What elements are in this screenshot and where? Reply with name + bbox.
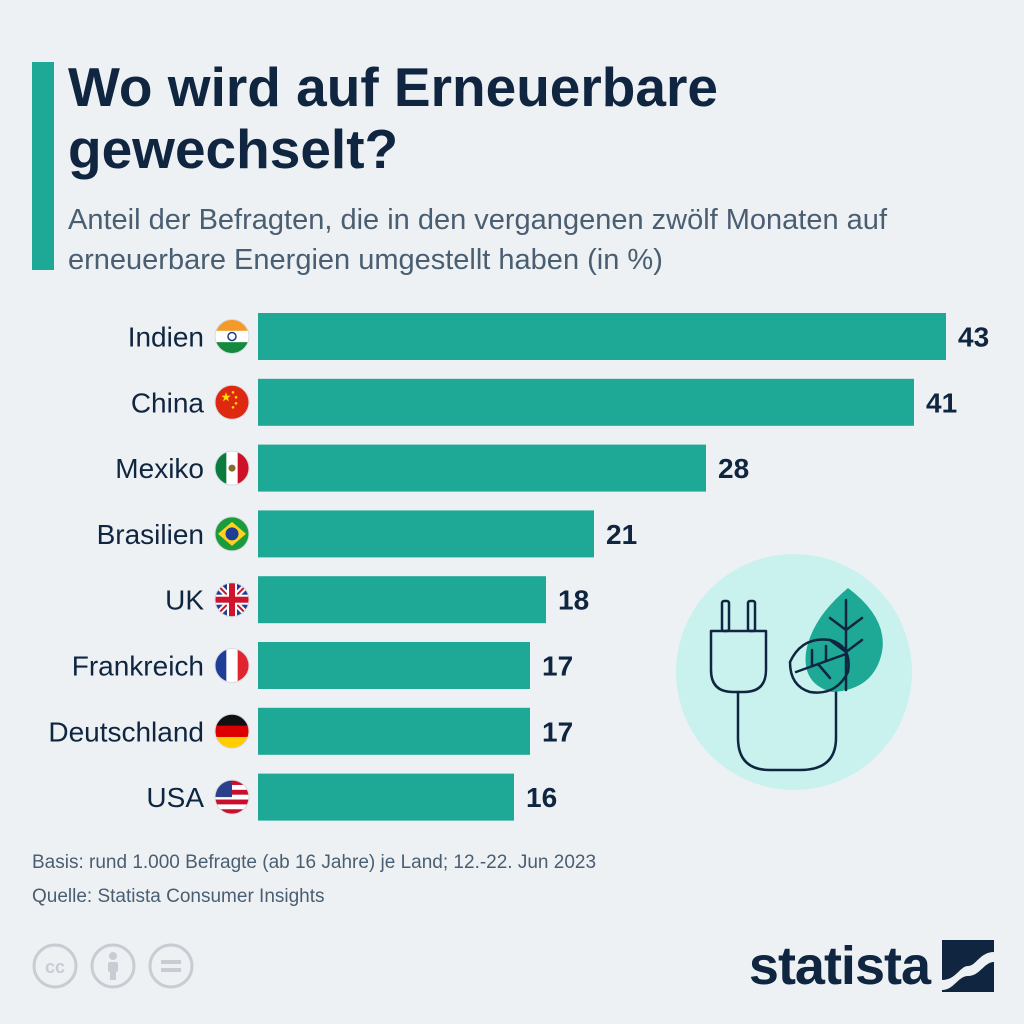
license-icons: cc bbox=[32, 943, 194, 989]
category-label: Brasilien bbox=[97, 519, 204, 550]
bar-row: UK 18 bbox=[165, 576, 589, 624]
category-label: Indien bbox=[128, 322, 204, 353]
category-label: China bbox=[131, 387, 205, 418]
category-label: Frankreich bbox=[72, 651, 204, 682]
bar-chart: Indien 43 China 41 Mexiko 28 Brasilien 21 UK 18 Fr… bbox=[48, 313, 989, 821]
bar bbox=[258, 773, 514, 821]
page-title: Wo wird auf Erneuerbare gewechselt? bbox=[68, 56, 718, 180]
value-label: 17 bbox=[542, 716, 573, 747]
cc-icon: cc bbox=[32, 943, 78, 989]
bar bbox=[258, 642, 530, 689]
bar-row: China 41 bbox=[131, 378, 957, 426]
india-flag-icon bbox=[214, 319, 250, 354]
bar bbox=[258, 444, 706, 492]
no-derivatives-icon bbox=[148, 943, 194, 989]
category-label: Deutschland bbox=[48, 716, 204, 747]
bar-row: Mexiko 28 bbox=[115, 444, 749, 492]
svg-text:cc: cc bbox=[45, 957, 65, 977]
value-label: 41 bbox=[926, 387, 957, 418]
germany-flag-icon bbox=[214, 713, 250, 749]
category-label: Mexiko bbox=[115, 453, 204, 484]
bar-row: Frankreich 17 bbox=[72, 642, 573, 689]
value-label: 28 bbox=[718, 453, 749, 484]
category-label: UK bbox=[165, 585, 204, 616]
bar-row: Indien 43 bbox=[128, 313, 989, 360]
value-label: 18 bbox=[558, 585, 589, 616]
bar bbox=[258, 313, 946, 360]
value-label: 17 bbox=[542, 651, 573, 682]
brazil-flag-icon bbox=[214, 516, 250, 552]
uk-flag-icon bbox=[214, 582, 250, 618]
category-label: USA bbox=[146, 782, 204, 813]
bar-row: Deutschland 17 bbox=[48, 707, 573, 755]
bar bbox=[258, 576, 546, 624]
value-label: 43 bbox=[958, 322, 989, 353]
china-flag-icon bbox=[214, 384, 250, 420]
logo-text: statista bbox=[748, 936, 931, 996]
value-label: 21 bbox=[606, 519, 637, 550]
title-accent-bar bbox=[32, 62, 54, 270]
value-label: 16 bbox=[526, 782, 557, 813]
source-note: Quelle: Statista Consumer Insights bbox=[32, 886, 325, 907]
bar-row: USA 16 bbox=[146, 773, 557, 821]
mexico-flag-icon bbox=[214, 450, 250, 486]
bar bbox=[258, 378, 914, 426]
page-subtitle: Anteil der Befragten, die in den vergang… bbox=[68, 204, 887, 276]
usa-flag-icon bbox=[214, 779, 250, 815]
bar-row: Brasilien 21 bbox=[97, 510, 637, 558]
france-flag-icon bbox=[214, 648, 250, 683]
statista-logo: statista bbox=[749, 936, 994, 996]
statista-logo-mark bbox=[942, 940, 994, 992]
attribution-icon bbox=[90, 943, 136, 989]
bar bbox=[258, 510, 594, 558]
bar bbox=[258, 707, 530, 755]
basis-note: Basis: rund 1.000 Befragte (ab 16 Jahre)… bbox=[32, 852, 597, 873]
plug-leaf-icon bbox=[676, 554, 912, 790]
